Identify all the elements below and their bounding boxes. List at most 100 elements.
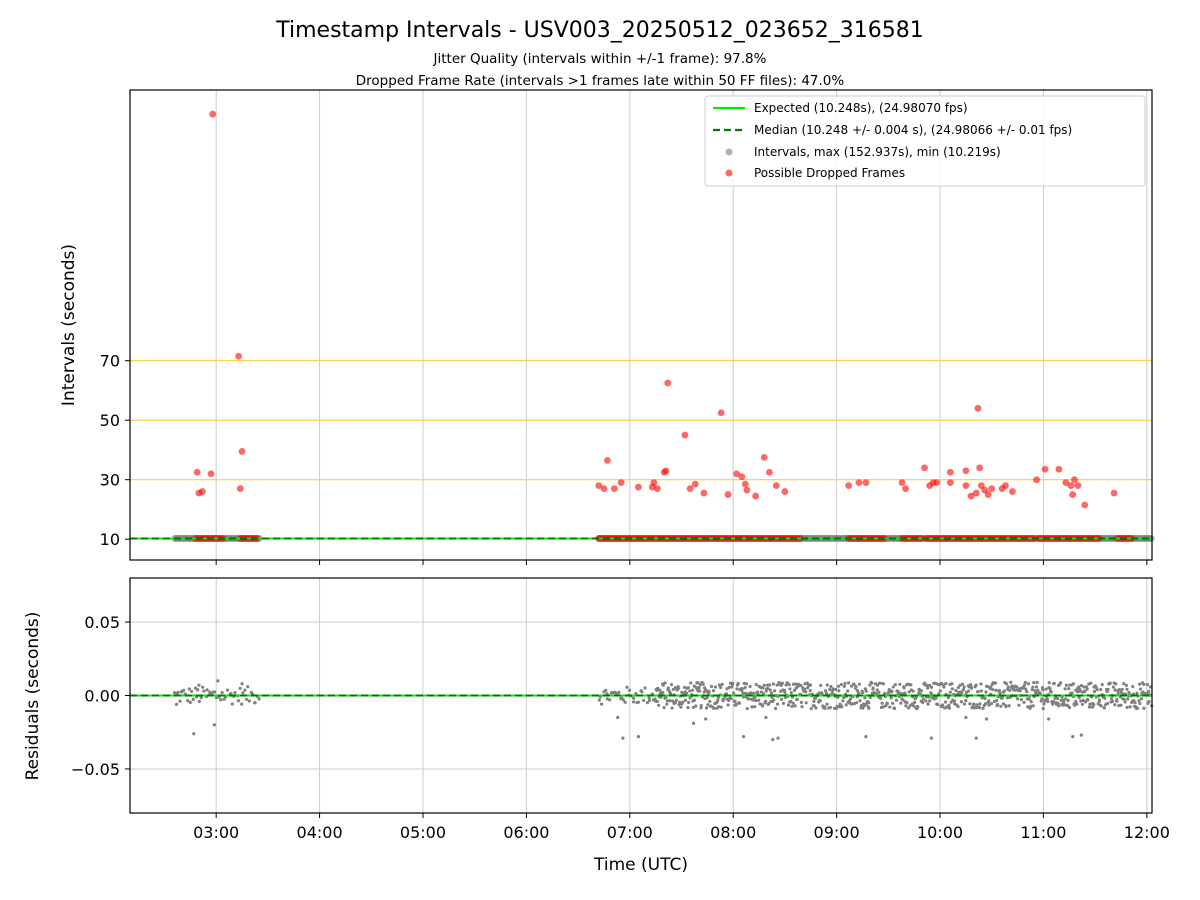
residual-point	[1051, 702, 1055, 706]
residual-point	[182, 688, 186, 692]
residual-point	[730, 685, 734, 689]
residual-point	[1137, 699, 1141, 703]
residual-point	[857, 691, 861, 696]
residual-point	[1086, 698, 1090, 702]
residual-point	[983, 696, 987, 701]
residual-point	[678, 700, 682, 704]
residual-point	[694, 704, 698, 708]
residual-point	[1026, 705, 1030, 709]
residual-point	[808, 689, 812, 693]
residual-point	[793, 704, 797, 708]
residual-point	[1029, 700, 1033, 704]
residual-point	[702, 690, 706, 694]
residual-point	[190, 689, 194, 694]
legend-expected-label: Expected (10.248s), (24.98070 fps)	[754, 101, 968, 115]
residual-point	[752, 691, 756, 695]
residual-point	[722, 697, 726, 701]
residual-point	[984, 717, 989, 721]
residual-point	[847, 681, 851, 685]
residual-point	[1145, 682, 1150, 687]
residual-point	[1105, 701, 1110, 706]
residual-point	[229, 691, 233, 696]
residual-point	[1044, 687, 1048, 691]
residual-point	[764, 699, 768, 703]
residual-point	[1023, 683, 1027, 687]
residual-point	[1075, 690, 1080, 694]
residual-point	[661, 683, 665, 687]
residual-point	[746, 697, 751, 701]
residual-point	[717, 683, 721, 687]
residual-point	[1092, 689, 1097, 694]
residual-point	[600, 702, 604, 706]
residual-point	[880, 701, 884, 705]
residual-point	[673, 701, 677, 705]
intervals-panel: 10 30 50 70 Intervals (seconds) Expected (1…	[59, 89, 1155, 565]
residual-point	[999, 704, 1003, 708]
residual-point	[969, 686, 974, 690]
residual-point	[670, 706, 674, 710]
residual-point	[214, 695, 219, 700]
residual-point	[699, 703, 703, 708]
residual-point	[766, 686, 770, 691]
residual-point	[201, 685, 205, 689]
dropped-frame-point	[984, 491, 992, 498]
dropped-frame-point	[724, 491, 732, 498]
residual-point	[749, 691, 753, 695]
x-tick-label: 10:00	[917, 823, 963, 842]
residual-point	[691, 705, 696, 710]
residual-point	[768, 688, 772, 692]
dropped-frame-point	[686, 485, 694, 493]
intervals-y-ticks: 10 30 50 70	[100, 352, 130, 549]
residual-point	[836, 695, 840, 699]
residual-point	[921, 700, 925, 705]
residual-point	[647, 698, 652, 702]
residual-point	[957, 690, 961, 694]
residual-point	[257, 697, 261, 701]
residual-point	[1030, 688, 1034, 692]
residual-point	[848, 697, 853, 701]
residual-point	[844, 703, 848, 707]
residual-point	[998, 691, 1002, 695]
residual-point	[1000, 696, 1004, 700]
residual-point	[836, 684, 841, 688]
residual-point	[726, 703, 730, 707]
residual-point	[716, 695, 720, 700]
residual-point	[1079, 684, 1084, 688]
residual-point	[775, 702, 780, 706]
residual-point	[1092, 703, 1096, 707]
residual-point	[1082, 685, 1086, 689]
residual-point	[1014, 685, 1019, 689]
residual-point	[913, 700, 917, 704]
residual-point	[668, 698, 672, 703]
residual-point	[767, 683, 772, 687]
residual-point	[1067, 705, 1072, 710]
residual-point	[1042, 702, 1046, 706]
chart-title: Timestamp Intervals - USV003_20250512_02…	[275, 18, 924, 43]
residual-point	[720, 682, 724, 686]
residual-point	[987, 699, 991, 703]
residual-point	[921, 697, 926, 701]
residual-point	[1113, 688, 1117, 692]
dropped-frame-point	[209, 110, 217, 118]
residual-point	[741, 735, 746, 739]
x-tick-label: 03:00	[193, 823, 239, 842]
dropped-frame-point	[1067, 482, 1075, 490]
residual-point	[834, 687, 838, 691]
residual-point	[995, 698, 999, 703]
residual-point	[893, 682, 897, 687]
dropped-frame-point	[898, 479, 906, 487]
x-tick-label: 11:00	[1020, 823, 1066, 842]
chart-subtitle-dropped: Dropped Frame Rate (intervals >1 frames …	[356, 73, 845, 89]
residual-point	[705, 696, 709, 700]
residual-point	[1006, 685, 1010, 689]
residual-point	[233, 691, 237, 695]
residual-point	[213, 690, 217, 694]
residual-point	[855, 701, 859, 705]
residual-point	[772, 698, 776, 702]
residual-point	[950, 682, 954, 686]
x-tick-label: 04:00	[297, 823, 343, 842]
residual-point	[197, 699, 201, 704]
residual-point	[804, 690, 808, 694]
residual-point	[1100, 682, 1104, 687]
